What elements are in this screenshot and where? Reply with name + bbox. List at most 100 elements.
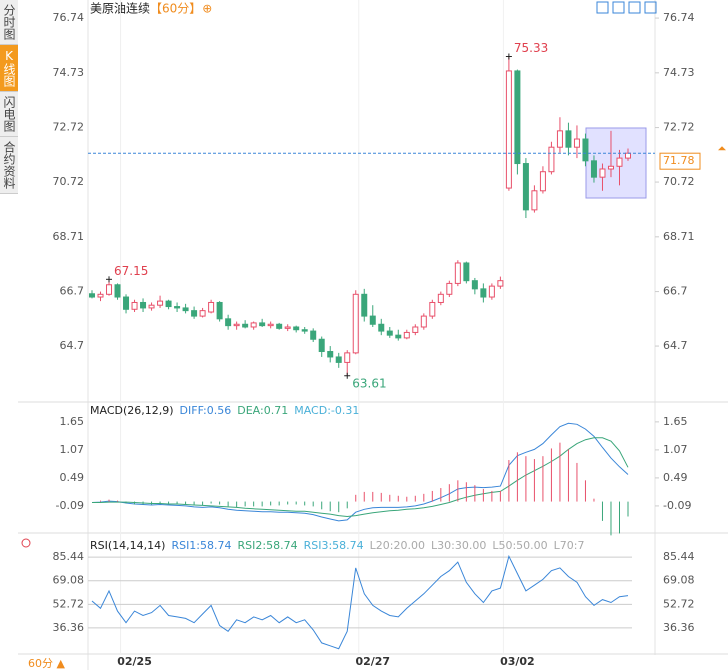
y-tick-label: 1.65	[60, 415, 85, 428]
candle-body	[505, 70, 512, 189]
y-tick-label-right: 66.7	[663, 285, 688, 298]
candle-body	[89, 293, 95, 298]
candle-body	[284, 326, 291, 329]
interval[interactable]: 【60分】	[150, 2, 201, 16]
chart-title: 美原油连续	[90, 1, 150, 16]
y-tick-label: 36.36	[53, 621, 85, 634]
candle-body	[548, 146, 555, 173]
y-tick-label-right: 69.08	[663, 574, 695, 587]
candle-body	[471, 280, 478, 290]
y-tick-label-right: 36.36	[663, 621, 695, 634]
candle-body	[480, 288, 487, 298]
period-button[interactable]: 60分 ▲	[28, 657, 65, 670]
candle-body	[276, 323, 283, 329]
candle-body	[403, 331, 410, 339]
settings-icon[interactable]	[21, 538, 31, 548]
candle-body	[318, 338, 325, 353]
y-tick-label: 72.72	[53, 121, 85, 134]
candle-body	[191, 310, 198, 317]
annotation-label: 67.15	[114, 264, 148, 278]
y-tick-label: 1.07	[60, 443, 85, 456]
sidebar-tab[interactable]: 分时图	[0, 0, 18, 45]
tool-icon[interactable]	[644, 1, 657, 14]
candle-body	[335, 356, 342, 363]
x-tick-label: 03/02	[500, 655, 535, 668]
sidebar-tab[interactable]: K线图	[0, 45, 18, 92]
candle-body	[369, 315, 376, 325]
y-tick-label: 70.72	[53, 175, 85, 188]
x-tick-label: 02/25	[117, 655, 152, 668]
candle-body	[556, 130, 563, 148]
add-icon[interactable]: ⊕	[202, 2, 212, 16]
sidebar-tab[interactable]: 闪电图	[0, 92, 18, 137]
candle-body	[497, 280, 504, 287]
candle-body	[123, 296, 130, 310]
candle-body	[607, 165, 614, 170]
candle-body	[259, 322, 266, 327]
y-tick-label-right: 52.72	[663, 597, 695, 610]
y-tick-label: 69.08	[53, 574, 85, 587]
candle-body	[310, 330, 317, 340]
y-tick-label: 85.44	[53, 550, 85, 563]
sidebar: 分时图 K线图 闪电图 合约资料	[0, 0, 18, 194]
candle-body	[233, 323, 240, 327]
annotation-label: 63.61	[352, 376, 386, 390]
candle-body	[157, 300, 164, 306]
y-tick-label-right: 0.49	[663, 471, 688, 484]
candle-body	[327, 351, 334, 358]
candle-body	[599, 168, 606, 178]
y-tick-label-right: 68.71	[663, 230, 695, 243]
x-tick-label: 02/27	[355, 655, 390, 668]
sidebar-tab[interactable]: 合约资料	[0, 137, 18, 194]
legend-entry: L30:30.00	[431, 539, 486, 552]
candle-body	[361, 293, 368, 317]
y-tick-label-right: 72.72	[663, 121, 695, 134]
candle-body	[522, 163, 529, 211]
candle-body	[216, 301, 223, 320]
candle-body	[225, 318, 232, 327]
y-tick-label-right: 1.07	[663, 443, 688, 456]
y-tick-label: 74.73	[53, 66, 85, 79]
tool-icon[interactable]	[628, 1, 641, 14]
candle-body	[412, 326, 419, 333]
y-tick-label: 64.7	[60, 339, 85, 352]
candle-body	[199, 310, 206, 317]
candle-body	[539, 171, 546, 192]
candle-body	[250, 322, 257, 328]
candle-body	[429, 301, 436, 317]
candle-body	[344, 352, 351, 363]
pane-title: MACD(26,12,9)	[90, 404, 174, 417]
candle-body	[140, 301, 147, 309]
y-tick-label: 68.71	[53, 230, 85, 243]
candle-body	[582, 138, 589, 162]
legend-entry: DIFF:0.56	[180, 404, 232, 417]
candle-body	[590, 160, 597, 178]
series-line	[91, 554, 629, 650]
legend-entry: RSI2:58.74	[238, 539, 298, 552]
y-tick-label: 0.49	[60, 471, 85, 484]
candle-body	[97, 293, 104, 298]
y-tick-label: 66.7	[60, 285, 85, 298]
candle-body	[165, 300, 172, 308]
candle-body	[131, 301, 138, 310]
period-label[interactable]: 60分	[28, 657, 53, 670]
y-tick-label-right: 64.7	[663, 339, 688, 352]
candle-body	[148, 304, 155, 309]
legend-entry: RSI3:58.74	[304, 539, 364, 552]
candle-body	[293, 326, 300, 331]
candle-body	[488, 285, 495, 298]
legend-entry: MACD:-0.31	[294, 404, 359, 417]
y-tick-label: -0.09	[56, 499, 84, 512]
candle-body	[378, 323, 385, 332]
candle-body	[625, 152, 631, 159]
candle-body	[174, 306, 181, 309]
candle-body	[437, 293, 444, 303]
y-tick-label-right: 76.74	[663, 11, 695, 24]
tool-icon[interactable]	[612, 1, 625, 14]
toolbar	[596, 1, 657, 14]
y-tick-label-right: 85.44	[663, 550, 695, 563]
tool-icon[interactable]	[596, 1, 609, 14]
legend-entry: L50:50.00	[492, 539, 547, 552]
y-tick-label: 52.72	[53, 597, 85, 610]
